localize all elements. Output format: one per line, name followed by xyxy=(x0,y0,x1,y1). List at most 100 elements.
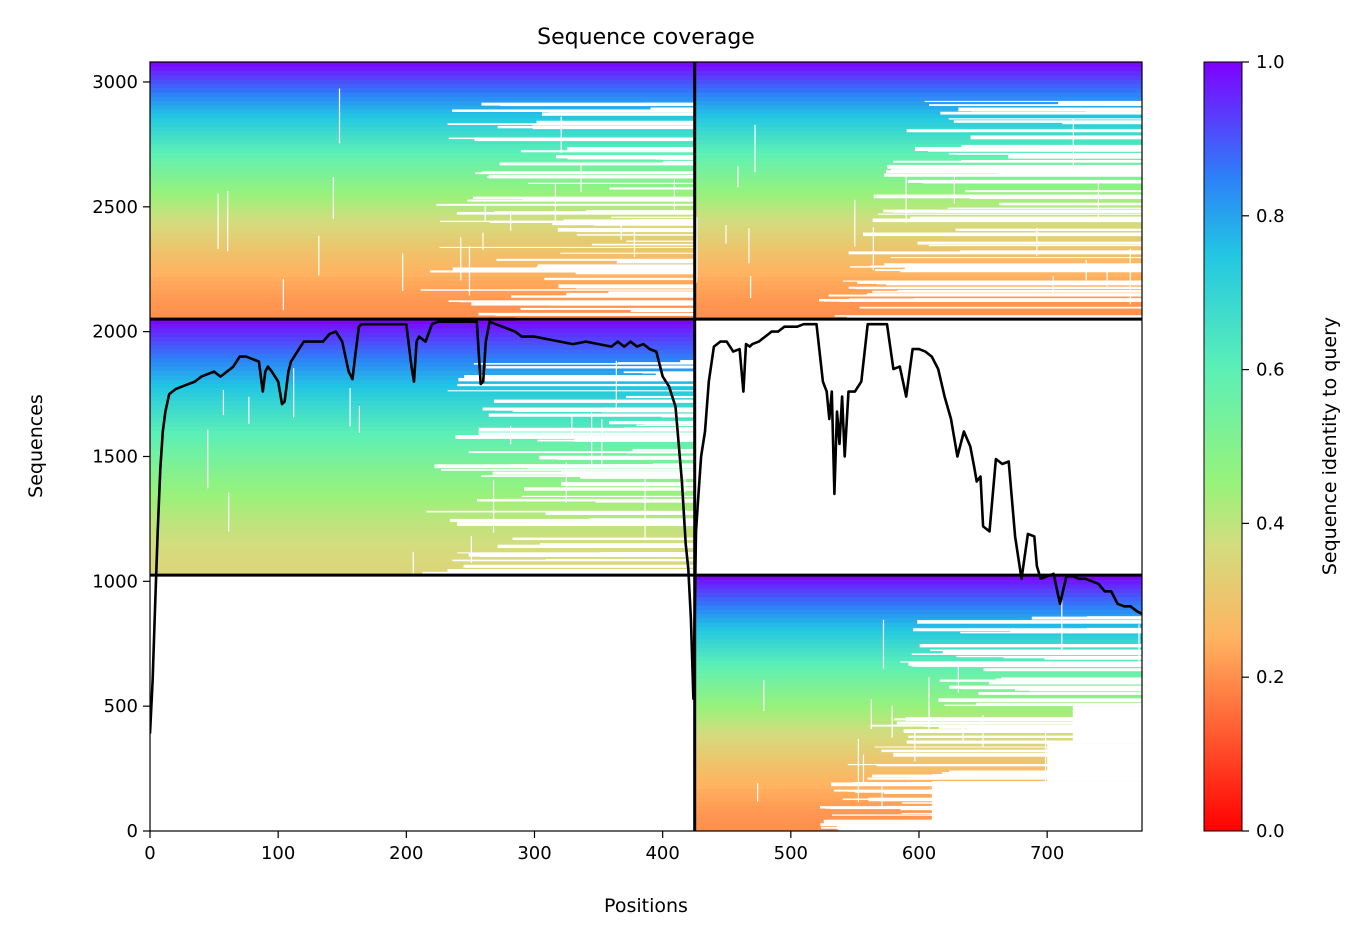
coverage-gap xyxy=(482,171,695,173)
coverage-band xyxy=(150,383,695,389)
coverage-band xyxy=(150,366,695,371)
coverage-gap xyxy=(557,227,695,232)
coverage-gap xyxy=(834,315,1142,317)
coverage-gap xyxy=(573,438,695,442)
coverage-gap xyxy=(440,468,695,471)
y-tick-label: 0 xyxy=(127,821,138,842)
coverage-gap xyxy=(523,487,695,491)
coverage-band xyxy=(150,156,695,162)
coverage-gap xyxy=(318,235,320,276)
coverage-band xyxy=(150,570,695,576)
coverage-gap xyxy=(763,680,765,712)
coverage-band xyxy=(694,104,1142,110)
coverage-gap xyxy=(884,173,1142,177)
coverage-band xyxy=(150,246,695,252)
coverage-gap xyxy=(527,182,695,185)
coverage-gap xyxy=(522,197,695,201)
coverage-gap xyxy=(633,231,636,258)
coverage-gap xyxy=(754,124,756,173)
coverage-band xyxy=(694,758,1142,764)
coverage-band xyxy=(694,767,1142,772)
coverage-gap xyxy=(976,702,1142,707)
coverage-gap xyxy=(725,224,727,244)
coverage-gap xyxy=(919,643,1142,648)
coverage-gap xyxy=(881,781,883,809)
coverage-gap xyxy=(684,478,686,493)
coverage-gap xyxy=(447,390,695,392)
coverage-band xyxy=(150,139,695,145)
coverage-band xyxy=(150,404,695,410)
coverage-band xyxy=(694,100,1142,106)
coverage-band xyxy=(694,596,1142,602)
coverage-band xyxy=(694,96,1142,102)
coverage-band xyxy=(150,66,695,72)
coverage-gap xyxy=(748,228,750,264)
coverage-band xyxy=(694,792,1142,798)
coverage-gap xyxy=(673,179,676,210)
coverage-band xyxy=(694,639,1142,644)
coverage-band xyxy=(150,391,695,397)
coverage-gap xyxy=(611,216,695,219)
coverage-band xyxy=(150,511,695,516)
coverage-band xyxy=(694,190,1142,196)
coverage-gap xyxy=(575,272,695,275)
coverage-band xyxy=(150,319,695,325)
coverage-band xyxy=(150,523,695,529)
coverage-band xyxy=(694,87,1142,93)
coverage-band xyxy=(150,434,695,440)
coverage-gap xyxy=(420,289,695,291)
coverage-gap xyxy=(978,692,1142,695)
coverage-band xyxy=(150,502,695,508)
coverage-gap xyxy=(983,668,1142,672)
coverage-band xyxy=(150,558,695,563)
coverage-band xyxy=(694,587,1142,593)
coverage-gap xyxy=(939,264,1142,267)
coverage-gap xyxy=(897,289,1142,291)
coverage-gap xyxy=(893,160,1142,163)
coverage-gap xyxy=(488,174,695,179)
coverage-gap xyxy=(911,653,1142,655)
coverage-gap xyxy=(961,144,1142,147)
coverage-gap xyxy=(907,179,1142,183)
coverage-gap xyxy=(1008,154,1142,159)
coverage-mask-band xyxy=(931,781,1142,831)
coverage-band xyxy=(694,224,1142,230)
coverage-gap xyxy=(914,730,916,762)
coverage-band xyxy=(150,70,695,76)
coverage-band xyxy=(150,272,695,277)
coverage-band xyxy=(150,96,695,102)
coverage-gap xyxy=(1017,153,1142,157)
block-boundaries xyxy=(150,62,1142,831)
coverage-band xyxy=(694,732,1142,738)
coverage-band xyxy=(150,160,695,166)
coverage-band xyxy=(694,182,1142,187)
coverage-gap xyxy=(567,157,695,160)
coverage-gap xyxy=(943,232,1142,237)
coverage-band xyxy=(150,122,695,127)
coverage-gap xyxy=(512,410,695,412)
coverage-gap xyxy=(644,479,646,540)
coverage-gap xyxy=(536,120,695,124)
coverage-band xyxy=(150,87,695,93)
coverage-gap xyxy=(464,375,695,379)
coverage-band xyxy=(694,62,1142,67)
x-axis-ticks: 0 100 200 300 400 500 600 700 xyxy=(144,831,1064,864)
plot-frame xyxy=(149,61,1143,832)
coverage-band xyxy=(150,117,695,123)
colorbar-ticks: 0.0 0.2 0.4 0.6 0.8 1.0 xyxy=(1242,52,1285,842)
coverage-gap xyxy=(663,160,695,164)
coverage-band xyxy=(694,622,1142,627)
coverage-gap xyxy=(536,265,695,269)
coverage-gap xyxy=(571,416,573,436)
coverage-gap xyxy=(623,427,695,430)
coverage-gap xyxy=(434,464,695,469)
coverage-gap xyxy=(591,243,695,246)
coverage-band xyxy=(150,425,695,431)
coverage-gap xyxy=(893,752,1142,757)
x-tick-label: 700 xyxy=(1030,843,1064,864)
colorbar-label: Sequence identity to query xyxy=(1319,317,1341,575)
coverage-gap xyxy=(854,199,856,247)
coverage-gap xyxy=(222,390,225,416)
coverage-gap xyxy=(620,222,622,240)
chart-title: Sequence coverage xyxy=(537,25,755,50)
